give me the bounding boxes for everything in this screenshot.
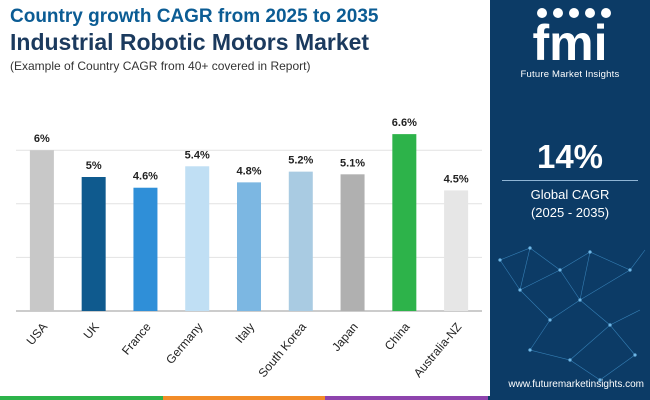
bar-australia-nz: [444, 190, 469, 311]
cagr-label-text: Global CAGR: [530, 187, 610, 202]
fmi-logo: fmi Future Market Insights: [490, 6, 650, 80]
bar-chart: 6% USA 5% UK 4.6% France 5.4% Germany 4.8% Italy 5…: [16, 117, 482, 380]
bar-south-korea: [288, 171, 313, 311]
data-label: 6.6%: [392, 117, 417, 129]
sidebar: fmi Future Market Insights 14% Global CA…: [490, 0, 650, 400]
fmi-logo-mark: fmi: [533, 8, 611, 71]
data-label: 6%: [34, 133, 50, 145]
x-tick-label: South Korea: [255, 320, 309, 380]
data-label: 5.1%: [340, 157, 365, 169]
bar-japan: [340, 174, 365, 311]
fmi-logo-letters: fmi: [533, 15, 608, 64]
cagr-period-text: (2025 - 2035): [530, 205, 610, 220]
strip-segment: [162, 396, 325, 400]
x-tick-label: France: [119, 320, 154, 358]
data-label: 5%: [86, 160, 102, 172]
website-url[interactable]: www.futuremarketinsights.com: [508, 379, 644, 390]
bar-uk: [81, 177, 106, 311]
x-tick-label: China: [382, 320, 413, 353]
data-label: 4.8%: [236, 165, 261, 177]
logo-subtitle: Future Market Insights: [520, 69, 620, 80]
bar-china: [392, 134, 417, 311]
bar-france: [133, 187, 158, 311]
x-tick-label: Japan: [329, 320, 361, 354]
chart-title: Industrial Robotic Motors Market: [10, 29, 370, 55]
chart-title-line1: Country growth CAGR from 2025 to 2035: [10, 6, 379, 27]
data-label: 4.5%: [444, 173, 469, 185]
strip-segment: [0, 396, 163, 400]
divider: [502, 180, 638, 181]
bar-italy: [237, 182, 261, 311]
strip-segment: [325, 396, 488, 400]
network-graphic: [498, 246, 646, 382]
data-label: 5.2%: [288, 155, 313, 167]
header: Country growth CAGR from 2025 to 2035 In…: [10, 6, 378, 74]
x-tick-label: Germany: [163, 320, 205, 367]
data-label: 4.6%: [133, 171, 158, 183]
x-tick-label: Italy: [232, 320, 257, 346]
x-tick-label: UK: [81, 320, 102, 342]
global-cagr-value: 14%: [536, 138, 604, 175]
x-tick-label: Australia-NZ: [411, 320, 465, 380]
bar-usa: [29, 150, 54, 311]
global-cagr-label: Global CAGR (2025 - 2035): [490, 186, 650, 222]
bar-germany: [185, 166, 210, 311]
bottom-color-strip: [0, 396, 650, 400]
x-tick-label: USA: [24, 320, 51, 348]
strip-segment: [487, 396, 650, 400]
chart-subtitle: (Example of Country CAGR from 40+ covere…: [10, 59, 311, 73]
data-label: 5.4%: [185, 149, 210, 161]
